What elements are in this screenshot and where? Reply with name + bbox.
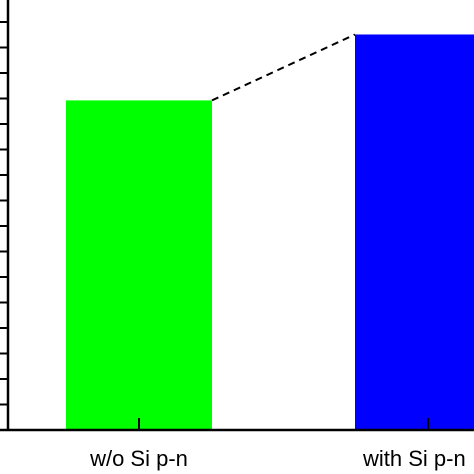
x-tick-label-with-si-pn: with Si p-n — [362, 446, 466, 471]
x-tick-label-wo-si-pn: w/o Si p-n — [89, 446, 188, 471]
bar-with-si-pn — [355, 34, 474, 430]
bar-wo-si-pn — [66, 100, 212, 431]
y-axis-ticks — [0, 21, 8, 431]
dashed-connector-line — [211, 33, 356, 102]
bars-group — [66, 34, 474, 431]
x-axis-ticks — [138, 418, 429, 430]
